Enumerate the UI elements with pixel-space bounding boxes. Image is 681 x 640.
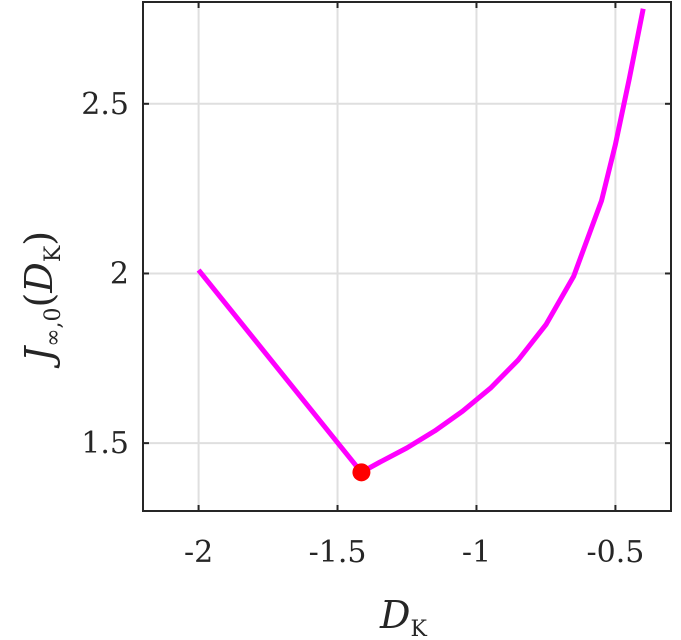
y-axis-label-arg-sub: K [41, 245, 66, 262]
x-tick-label-1: -1.5 [309, 535, 367, 570]
y-tick-label-0: 1.5 [81, 426, 129, 461]
x-tick-label-2: -1 [462, 535, 491, 570]
y-axis-label: J∞,0(DK) [17, 231, 66, 369]
grid [143, 2, 671, 511]
axes [142, 1, 672, 512]
y-axis-label-paren-close: ) [17, 231, 61, 246]
x-axis-label-sub: K [410, 617, 427, 640]
axes-box [142, 1, 672, 512]
y-axis-label-main: J [17, 345, 61, 369]
ticks: -2 -1.5 -1 -0.5 1.5 2 2.5 [81, 2, 671, 570]
axis-labels: DK J∞,0(DK) [17, 231, 427, 640]
x-axis-label-main: D [379, 593, 410, 637]
y-axis-label-sub: ∞,0 [41, 307, 66, 346]
y-tick-label-2: 2.5 [81, 87, 129, 122]
minimum-point [352, 463, 371, 482]
y-tick-label-1: 2 [110, 256, 129, 291]
x-tick-label-3: -0.5 [586, 535, 644, 570]
series [196, 8, 646, 482]
y-axis-label-paren-open: ( [17, 293, 61, 308]
x-axis-label: DK [379, 593, 427, 640]
x-tick-label-0: -2 [184, 535, 213, 570]
y-axis-label-arg: D [17, 262, 61, 293]
series-line-0 [196, 8, 646, 475]
